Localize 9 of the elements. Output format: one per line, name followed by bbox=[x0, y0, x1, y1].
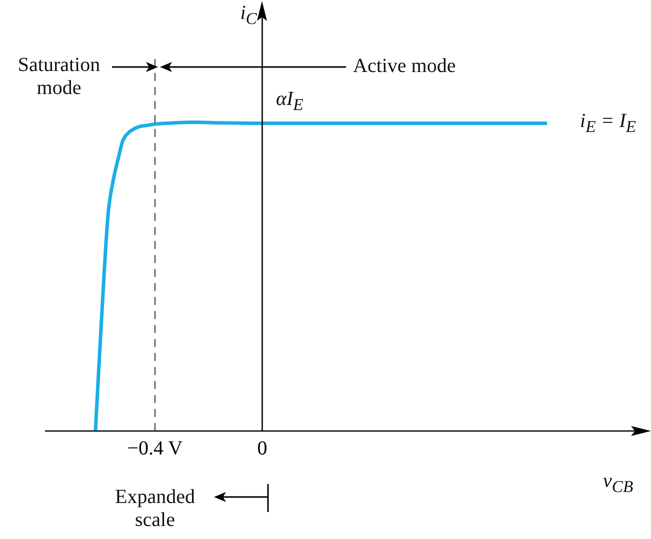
y-axis-title: i$_{C}$ bbox=[240, 2, 257, 30]
x-axis-title: v$_{CB}$ bbox=[603, 470, 634, 498]
text: Expanded scale bbox=[114, 486, 196, 532]
x-tick-label: −0.4 V bbox=[127, 437, 184, 460]
text: Saturation mode bbox=[16, 54, 102, 100]
text: αI$_{E}$ bbox=[276, 88, 304, 116]
annotation: i$_{E}$ = I$_{E}$ bbox=[580, 110, 636, 138]
x-tick-label: 0 bbox=[257, 437, 268, 460]
text: Active mode bbox=[353, 55, 456, 78]
